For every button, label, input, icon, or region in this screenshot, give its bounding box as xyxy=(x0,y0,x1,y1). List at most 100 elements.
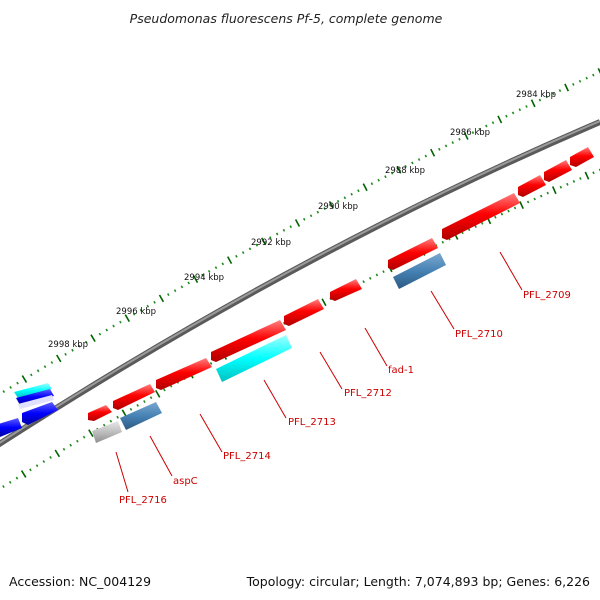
minor-tick xyxy=(478,127,481,131)
minor-tick xyxy=(538,98,542,102)
gene-label-pfl-2713[interactable]: PFL_2713 xyxy=(288,417,336,428)
gene-arrow[interactable] xyxy=(16,389,54,405)
minor-tick xyxy=(29,468,32,472)
minor-tick xyxy=(343,196,347,200)
minor-tick xyxy=(201,273,204,277)
minor-tick xyxy=(552,92,555,96)
gene-arrow[interactable] xyxy=(156,358,212,390)
gene-arrow[interactable] xyxy=(388,238,438,270)
minor-tick xyxy=(546,191,549,195)
major-tick xyxy=(56,354,62,363)
major-tick xyxy=(192,275,199,283)
gene-arrow[interactable] xyxy=(393,253,446,289)
minor-tick xyxy=(241,251,245,254)
gene-arrow[interactable] xyxy=(544,160,572,182)
gene-arrow[interactable] xyxy=(330,279,362,301)
gene-label-pfl-2714[interactable]: PFL_2714 xyxy=(223,451,271,462)
gene-label-aspc[interactable]: aspC xyxy=(173,476,198,487)
minor-tick xyxy=(377,178,380,182)
minor-tick xyxy=(309,214,313,218)
map-title: Pseudomonas fluorescens Pf-5, complete g… xyxy=(130,11,443,26)
gene-label-pfl-2716[interactable]: PFL_2716 xyxy=(119,495,167,506)
minor-tick xyxy=(112,324,115,328)
accession-text: Accession: NC_004129 xyxy=(9,574,151,589)
gene-label-pfl-2712[interactable]: PFL_2712 xyxy=(344,388,392,399)
outer-tick-ring xyxy=(2,68,600,394)
tick-label: 2992 kbp xyxy=(251,238,291,248)
gene-arrow[interactable] xyxy=(88,405,112,421)
tick-labels: 2984 kbp 2986 kbp 2988 kbp 2990 kbp 2992… xyxy=(48,90,556,350)
gene-arrow[interactable] xyxy=(14,383,52,398)
minor-tick xyxy=(474,225,477,228)
minor-tick xyxy=(545,95,548,99)
minor-tick xyxy=(585,76,588,80)
minor-tick xyxy=(579,177,582,180)
minor-tick xyxy=(592,73,595,77)
gene-arrow[interactable] xyxy=(113,384,155,410)
minor-tick xyxy=(221,262,225,266)
minor-tick xyxy=(404,164,407,168)
gene-arrow[interactable] xyxy=(120,402,162,430)
minor-tick xyxy=(153,300,156,304)
leader-line xyxy=(263,379,287,419)
gene-arrow[interactable] xyxy=(284,299,324,326)
minor-tick xyxy=(289,225,293,229)
leader-line xyxy=(499,251,523,291)
minor-tick xyxy=(143,400,146,403)
genome-summary-text: Topology: circular; Length: 7,074,893 bp… xyxy=(246,574,590,589)
minor-tick xyxy=(390,171,394,175)
minor-tick xyxy=(163,388,166,392)
gene-arrow[interactable] xyxy=(518,175,546,197)
minor-tick xyxy=(558,89,562,93)
minor-tick xyxy=(438,147,441,151)
minor-tick xyxy=(62,447,66,451)
minor-tick xyxy=(82,435,86,439)
minor-tick xyxy=(43,365,47,369)
minor-tick xyxy=(69,443,72,447)
minor-tick xyxy=(207,270,211,273)
minor-tick xyxy=(235,254,238,258)
major-tick xyxy=(597,68,600,74)
minor-tick xyxy=(64,352,67,356)
major-tick xyxy=(519,201,524,210)
minor-tick xyxy=(471,131,475,135)
gene-label-pfl-2709[interactable]: PFL_2709 xyxy=(523,290,571,301)
gene-arrow[interactable] xyxy=(216,335,292,382)
gene-arrow[interactable] xyxy=(570,147,594,167)
minor-tick xyxy=(572,179,576,183)
tick-label: 2996 kbp xyxy=(116,307,156,317)
gene-arrow[interactable] xyxy=(22,402,58,425)
minor-tick xyxy=(84,340,88,344)
minor-tick xyxy=(384,175,387,179)
minor-tick xyxy=(518,108,522,112)
gene-arrow[interactable] xyxy=(0,418,22,437)
gene-arrow[interactable] xyxy=(211,320,286,362)
minor-tick xyxy=(282,228,286,232)
gene-arrow[interactable] xyxy=(18,395,54,409)
minor-tick xyxy=(16,381,19,385)
gene-arrow[interactable] xyxy=(92,421,122,443)
minor-tick xyxy=(8,480,12,484)
minor-tick xyxy=(441,240,445,244)
minor-tick xyxy=(2,485,5,489)
minor-tick xyxy=(50,361,54,364)
major-tick xyxy=(21,375,28,383)
gene-label-pfl-2710[interactable]: PFL_2710 xyxy=(455,329,503,340)
major-tick xyxy=(294,219,301,227)
gene-label-fad-1[interactable]: fad-1 xyxy=(388,365,414,376)
minor-tick xyxy=(78,344,81,348)
major-tick xyxy=(321,298,327,307)
minor-tick xyxy=(109,419,113,423)
major-tick xyxy=(158,294,165,303)
minor-tick xyxy=(572,82,575,86)
minor-tick xyxy=(129,407,133,411)
gene-arrow[interactable] xyxy=(442,193,520,240)
major-tick xyxy=(88,429,94,438)
genome-backbone xyxy=(0,119,600,448)
minor-tick xyxy=(382,270,385,274)
major-tick xyxy=(584,171,590,180)
leader-line xyxy=(199,413,223,453)
minor-tick xyxy=(480,221,484,225)
minor-tick xyxy=(505,114,508,118)
